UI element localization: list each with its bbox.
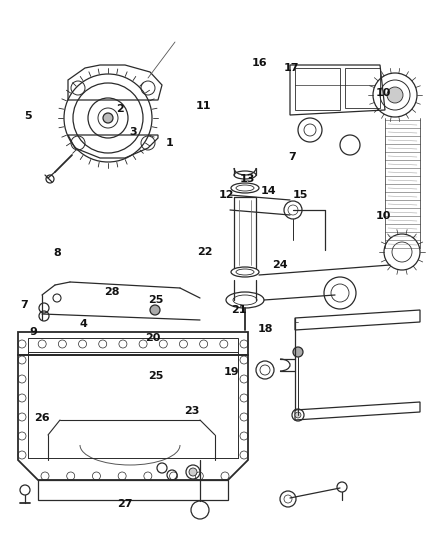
Text: 12: 12 [219,190,235,199]
Circle shape [189,468,197,476]
Text: 2: 2 [117,104,124,114]
Text: 28: 28 [104,287,120,296]
Circle shape [387,87,403,103]
Text: 4: 4 [79,319,87,329]
Text: 1: 1 [166,138,174,148]
Text: 26: 26 [34,414,49,423]
Text: 9: 9 [29,327,37,336]
Text: 11: 11 [196,101,212,110]
Text: 19: 19 [223,367,239,377]
Text: 24: 24 [272,261,287,270]
Text: 23: 23 [184,407,200,416]
Text: 21: 21 [231,305,247,315]
Text: 13: 13 [240,174,255,183]
Text: 18: 18 [257,325,273,334]
Text: 25: 25 [148,371,163,381]
Text: 17: 17 [283,63,299,73]
Text: 10: 10 [375,211,391,221]
Circle shape [103,113,113,123]
Text: 3: 3 [130,127,138,137]
Circle shape [150,305,160,315]
Text: 14: 14 [260,186,276,196]
Text: 10: 10 [375,88,391,98]
Text: 5: 5 [25,111,32,121]
Text: 20: 20 [145,334,160,343]
Text: 16: 16 [251,58,267,68]
Circle shape [293,347,303,357]
Text: 27: 27 [117,499,133,508]
Text: 22: 22 [197,247,213,256]
Circle shape [295,412,301,418]
Text: 25: 25 [148,295,163,304]
Text: 8: 8 [53,248,61,258]
Text: 7: 7 [289,152,297,162]
Text: 15: 15 [292,190,308,199]
Text: 7: 7 [20,300,28,310]
